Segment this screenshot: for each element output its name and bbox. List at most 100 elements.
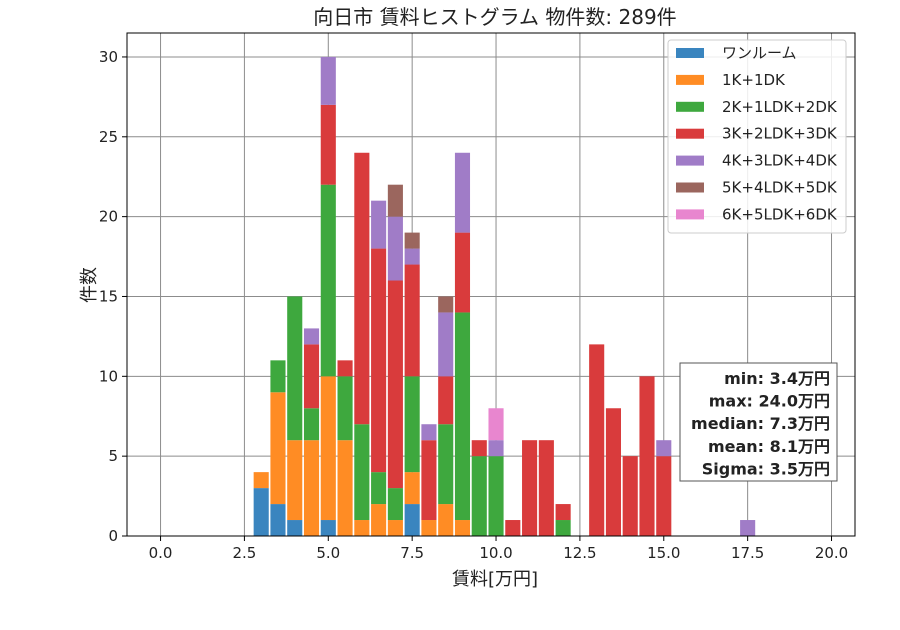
- bar-segment: [320, 520, 336, 536]
- bar-segment: [438, 424, 454, 505]
- bar-segment: [505, 520, 521, 536]
- chart-title: 向日市 賃料ヒストグラム 物件数: 289件: [313, 5, 676, 29]
- legend-swatch: [676, 182, 704, 193]
- bar-segment: [270, 392, 286, 505]
- bar-segment: [538, 440, 554, 536]
- bar-segment: [387, 280, 403, 489]
- legend-label: 2K+1LDK+2DK: [722, 98, 838, 116]
- bar-segment: [270, 360, 286, 393]
- legend-swatch: [676, 74, 704, 85]
- legend-label: 5K+4LDK+5DK: [722, 179, 838, 197]
- bar-segment: [589, 344, 605, 536]
- bar-segment: [387, 520, 403, 536]
- bar-segment: [656, 456, 672, 536]
- bar-segment: [404, 376, 420, 473]
- y-tick-label: 15: [99, 287, 118, 305]
- bar-segment: [387, 184, 403, 217]
- bar-segment: [387, 488, 403, 521]
- bar-segment: [438, 296, 454, 313]
- bars: [253, 56, 756, 536]
- bar-segment: [404, 504, 420, 536]
- bar-segment: [438, 312, 454, 377]
- y-tick-label: 10: [99, 367, 118, 385]
- bar-segment: [622, 456, 638, 536]
- bar-segment: [605, 408, 621, 536]
- bar-segment: [454, 232, 471, 313]
- bar-segment: [303, 440, 320, 536]
- bar-segment: [303, 408, 320, 441]
- bar-segment: [454, 312, 471, 521]
- bar-segment: [471, 440, 487, 457]
- axis-ticks: 0.0 2.5 5.0 7.5 10.0 12.5 15.0 17.5 20.0 0 5 10 15 20…: [99, 48, 848, 562]
- bar-segment: [287, 440, 303, 521]
- bar-segment: [404, 232, 420, 249]
- bar-segment: [421, 440, 437, 521]
- x-tick-label: 10.0: [479, 544, 512, 562]
- bar-segment: [404, 264, 420, 377]
- x-tick-label: 5.0: [316, 544, 340, 562]
- legend: ワンルーム 1K+1DK 2K+1LDK+2DK 3K+2LDK+3DK 4K+3LDK…: [667, 39, 847, 234]
- x-axis-label: 賃料[万円]: [452, 569, 538, 590]
- bar-segment: [488, 408, 504, 441]
- legend-swatch: [676, 128, 704, 139]
- x-tick-label: 2.5: [232, 544, 256, 562]
- legend-label: ワンルーム: [722, 44, 797, 62]
- bar-segment: [404, 248, 420, 265]
- bar-segment: [555, 520, 571, 536]
- x-tick-label: 12.5: [563, 544, 596, 562]
- bar-segment: [337, 440, 353, 536]
- stats-box-frame: [679, 362, 838, 482]
- bar-segment: [404, 472, 420, 505]
- legend-label: 6K+5LDK+6DK: [722, 205, 838, 223]
- bar-segment: [320, 376, 336, 521]
- stats-box: min: 3.4万円 max: 24.0万円 median: 7.3万円 mean: …: [679, 362, 838, 482]
- bar-segment: [354, 520, 370, 536]
- stats-line: max: 24.0万円: [709, 392, 830, 411]
- legend-box: [667, 39, 847, 234]
- bar-segment: [454, 152, 471, 233]
- bar-segment: [488, 456, 504, 536]
- bar-segment: [454, 520, 471, 536]
- bar-segment: [421, 424, 437, 441]
- y-tick-label: 20: [99, 208, 118, 226]
- bar-segment: [270, 504, 286, 536]
- legend-swatch: [676, 101, 704, 112]
- bar-segment: [387, 216, 403, 281]
- bar-segment: [253, 488, 269, 536]
- bar-segment: [303, 344, 320, 409]
- bar-segment: [337, 376, 353, 441]
- bar-segment: [303, 328, 320, 345]
- x-tick-label: 20.0: [815, 544, 848, 562]
- x-tick-label: 15.0: [647, 544, 680, 562]
- plot-frame: [126, 32, 856, 537]
- legend-swatch: [676, 209, 704, 220]
- bar-segment: [354, 152, 370, 425]
- bar-segment: [740, 520, 756, 536]
- stats-line: Sigma: 3.5万円: [702, 459, 830, 478]
- bar-segment: [320, 56, 336, 105]
- y-tick-label: 30: [99, 48, 118, 66]
- bar-segment: [438, 504, 454, 536]
- y-axis-label: 件数: [79, 267, 100, 303]
- legend-label: 4K+3LDK+4DK: [722, 152, 838, 170]
- bar-segment: [488, 440, 504, 457]
- bar-segment: [320, 104, 336, 185]
- bar-segment: [287, 520, 303, 536]
- legend-label: 3K+2LDK+3DK: [722, 125, 838, 143]
- stats-line: median: 7.3万円: [691, 414, 830, 433]
- legend-swatch: [676, 48, 704, 58]
- stats-line: min: 3.4万円: [724, 369, 830, 388]
- bar-segment: [253, 472, 269, 489]
- bar-segment: [371, 504, 387, 536]
- bar-segment: [287, 296, 303, 441]
- x-tick-label: 7.5: [400, 544, 424, 562]
- bar-segment: [639, 376, 655, 536]
- y-tick-label: 25: [99, 128, 118, 146]
- bar-segment: [354, 424, 370, 521]
- bar-segment: [438, 376, 454, 425]
- bar-segment: [371, 472, 387, 505]
- stats-line: mean: 8.1万円: [708, 437, 830, 456]
- bar-segment: [371, 248, 387, 473]
- bar-segment: [320, 184, 336, 377]
